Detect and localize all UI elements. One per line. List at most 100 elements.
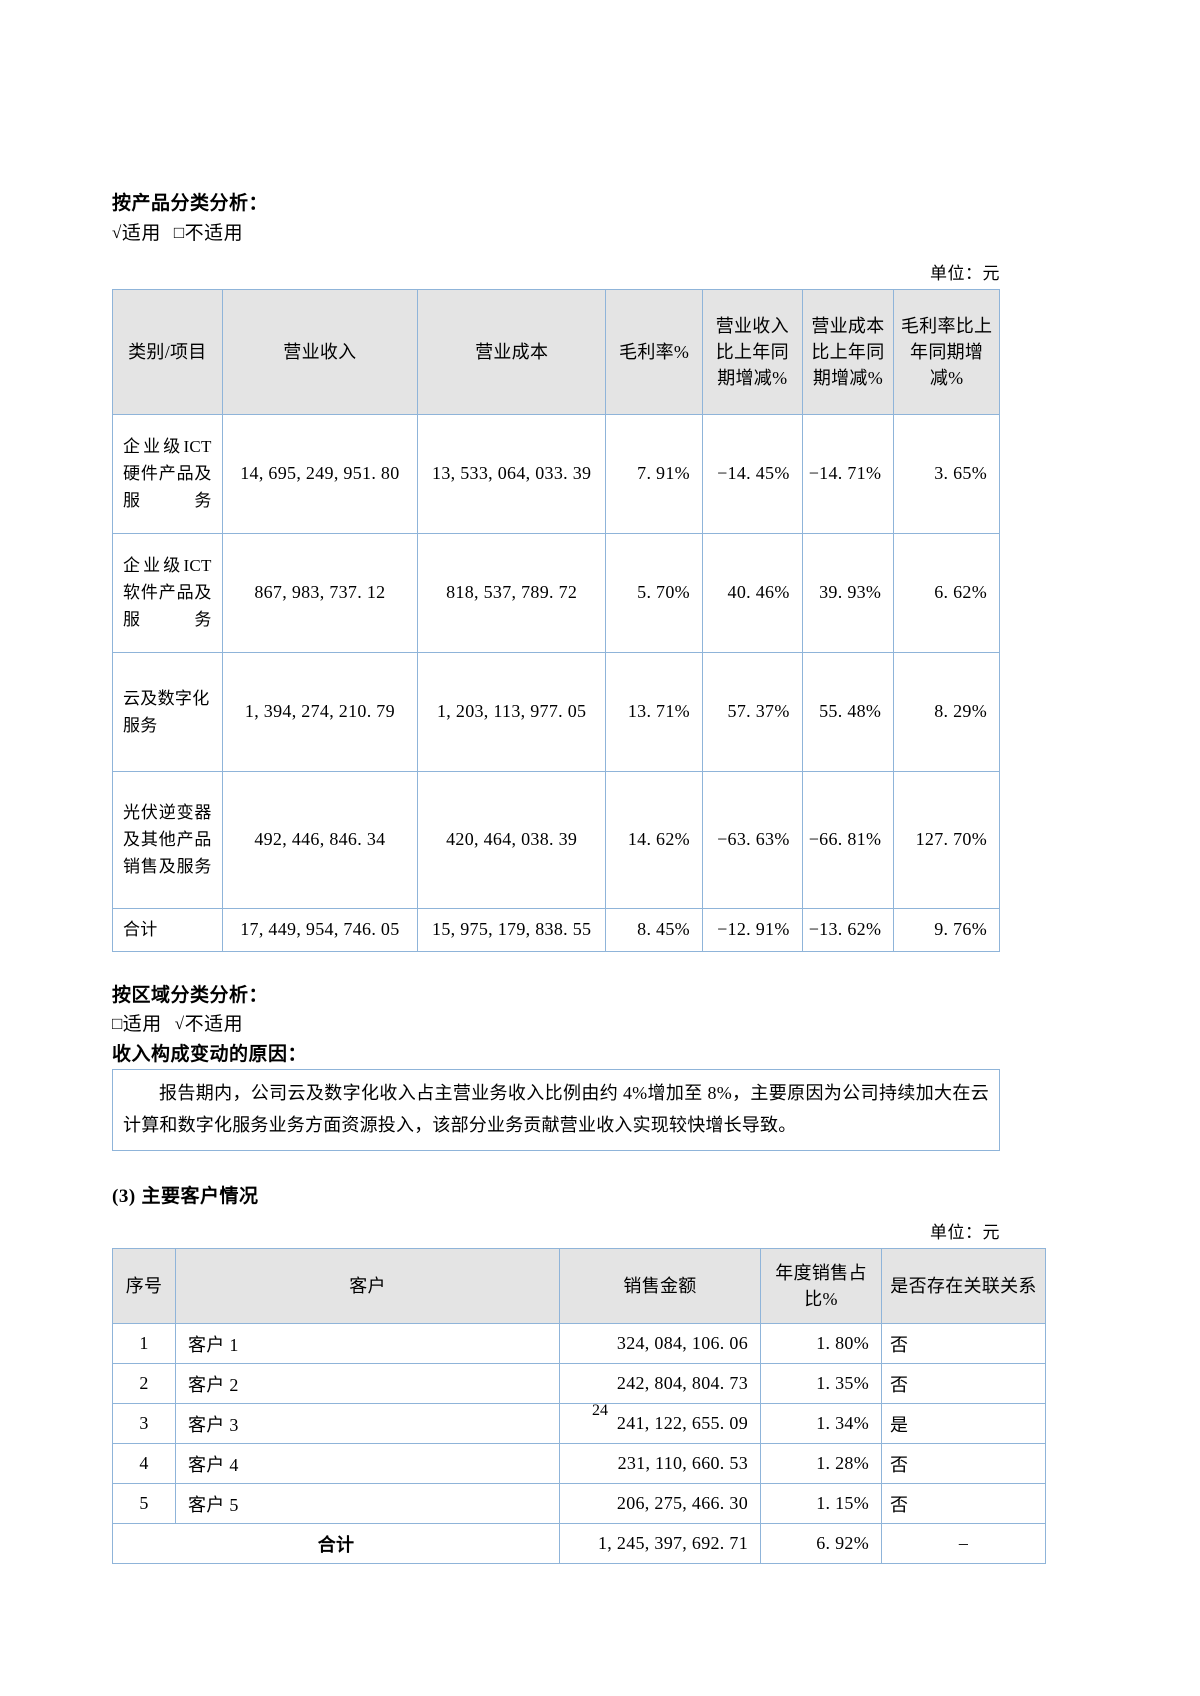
table-header-row: 序号 客户 销售金额 年度销售占比% 是否存在关联关系 [112, 1248, 1046, 1325]
cell-customer: 客户 2 [175, 1363, 560, 1405]
cell-revenue-yoy: −63. 63% [701, 770, 803, 909]
applicable-label: 适用 [121, 222, 161, 244]
table-row: 光伏逆变器及其他产品销售及服务 492, 446, 846. 34 420, 4… [112, 770, 1000, 909]
cell-margin-yoy: 6. 62% [893, 532, 1000, 653]
col-header-revenue-yoy: 营业收入比上年同期增减% [701, 288, 803, 415]
cell-seq: 4 [112, 1443, 176, 1485]
cell-revenue: 492, 446, 846. 34 [221, 770, 419, 909]
not-applicable-checkbox-checked: √ [174, 1014, 185, 1034]
cell-cost-total: 15, 975, 179, 838. 55 [417, 907, 607, 952]
cell-seq: 5 [112, 1483, 176, 1525]
table-row: 1 客户 1 324, 084, 106. 06 1. 80% 否 [112, 1323, 1046, 1365]
cell-cost: 1, 203, 113, 977. 05 [417, 651, 607, 772]
table-row: 云及数字化服务 1, 394, 274, 210. 79 1, 203, 113… [112, 651, 1000, 772]
product-table-unit-label: 单位：元 [930, 263, 1000, 283]
cell-revenue-total: 17, 449, 954, 746. 05 [221, 907, 419, 952]
cell-margin-yoy: 127. 70% [893, 770, 1000, 909]
cell-ratio: 1. 35% [760, 1363, 882, 1405]
cell-amount: 324, 084, 106. 06 [559, 1323, 761, 1365]
cell-margin-yoy-total: 9. 76% [893, 907, 1000, 952]
cell-customer: 客户 4 [175, 1443, 560, 1485]
col-header-customer: 客户 [175, 1248, 560, 1325]
applicable-checkbox-empty: □ [112, 1014, 123, 1034]
major-customers-heading-text: 主要客户情况 [141, 1186, 259, 1208]
cell-customer: 客户 5 [175, 1483, 560, 1525]
cell-revenue: 867, 983, 737. 12 [221, 532, 419, 653]
cell-ratio-total: 6. 92% [760, 1523, 882, 1565]
major-customers-table: 序号 客户 销售金额 年度销售占比% 是否存在关联关系 1 客户 1 324, … [112, 1248, 1046, 1565]
not-applicable-label: 不适用 [184, 222, 244, 244]
cell-seq: 2 [112, 1363, 176, 1405]
col-header-category: 类别/项目 [112, 288, 223, 415]
cell-revenue-yoy: 40. 46% [701, 532, 803, 653]
table-row: 5 客户 5 206, 275, 466. 30 1. 15% 否 [112, 1483, 1046, 1525]
cell-category: 光伏逆变器及其他产品销售及服务 [112, 770, 223, 909]
not-applicable-label: 不适用 [184, 1014, 244, 1036]
region-applicability-line: □适用 √不适用 [112, 1010, 1000, 1040]
applicable-label: 适用 [122, 1014, 162, 1036]
table-row: 3 客户 3 241, 122, 655. 09 1. 34% 是 [112, 1403, 1046, 1445]
customer-table-unit-label: 单位：元 [930, 1223, 1000, 1243]
table-total-row: 合计 17, 449, 954, 746. 05 15, 975, 179, 8… [112, 907, 1000, 952]
page-content: 按产品分类分析： √适用 □不适用 单位：元 类别/项目 营业收入 营业成本 毛利… [112, 0, 1046, 1565]
cell-related: 否 [881, 1363, 1046, 1405]
cell-category: 企业级ICT软件产品及服务 [112, 532, 223, 653]
page-number: 24 [592, 1402, 608, 1419]
major-customers-heading-seq: (3) [112, 1186, 136, 1208]
cell-customer: 客户 1 [175, 1323, 560, 1365]
cell-revenue: 14, 695, 249, 951. 80 [221, 413, 419, 534]
product-applicability-line: √适用 □不适用 [112, 219, 1000, 249]
table-total-row: 合计 1, 245, 397, 692. 71 6. 92% – [112, 1523, 1046, 1565]
cell-revenue-yoy-total: −12. 91% [701, 907, 803, 952]
col-header-cost-yoy: 营业成本比上年同期增减% [801, 288, 895, 415]
cell-margin-yoy: 8. 29% [893, 651, 1000, 772]
table-row: 企业级ICT软件产品及服务 867, 983, 737. 12 818, 537… [112, 532, 1000, 653]
major-customers-heading: (3) 主要客户情况 [112, 1181, 1000, 1208]
col-header-amount: 销售金额 [559, 1248, 761, 1325]
cell-gross-margin: 5. 70% [605, 532, 703, 653]
cell-gross-margin: 13. 71% [605, 651, 703, 772]
cell-gross-margin: 7. 91% [605, 413, 703, 534]
col-header-related: 是否存在关联关系 [881, 1248, 1046, 1325]
cell-revenue: 1, 394, 274, 210. 79 [221, 651, 419, 772]
cell-cost-yoy: 39. 93% [801, 532, 895, 653]
product-analysis-heading: 按产品分类分析： [112, 193, 269, 214]
cell-cost: 420, 464, 038. 39 [417, 770, 607, 909]
cell-cost-yoy: −14. 71% [801, 413, 895, 534]
product-revenue-table: 类别/项目 营业收入 营业成本 毛利率% 营业收入比上年同期增减% 营业成本比上… [112, 288, 1000, 952]
not-applicable-checkbox-empty: □ [173, 222, 185, 242]
cell-ratio: 1. 28% [760, 1443, 882, 1485]
cell-related: 是 [881, 1403, 1046, 1445]
revenue-change-reason-heading: 收入构成变动的原因： [112, 1043, 308, 1065]
cell-amount: 242, 804, 804. 73 [559, 1363, 761, 1405]
col-header-revenue: 营业收入 [221, 288, 419, 415]
cell-category: 云及数字化服务 [112, 651, 223, 772]
cell-seq: 1 [112, 1323, 176, 1365]
revenue-change-reason-box: 报告期内，公司云及数字化收入占主营业务收入比例由约 4%增加至 8%，主要原因为… [112, 1069, 1000, 1152]
cell-total-label: 合计 [112, 1523, 560, 1565]
table-header-row: 类别/项目 营业收入 营业成本 毛利率% 营业收入比上年同期增减% 营业成本比上… [112, 288, 1000, 415]
cell-amount: 231, 110, 660. 53 [559, 1443, 761, 1485]
revenue-change-reason-text: 报告期内，公司云及数字化收入占主营业务收入比例由约 4%增加至 8%，主要原因为… [123, 1083, 989, 1135]
applicable-checkbox-checked: √ [112, 222, 122, 242]
col-header-gross-margin: 毛利率% [605, 288, 703, 415]
region-analysis-heading: 按区域分类分析： [112, 984, 269, 1006]
cell-cost-yoy: −66. 81% [801, 770, 895, 909]
cell-amount: 241, 122, 655. 09 [559, 1403, 761, 1445]
cell-related-total: – [881, 1523, 1046, 1565]
col-header-ratio: 年度销售占比% [760, 1248, 882, 1325]
table-row: 2 客户 2 242, 804, 804. 73 1. 35% 否 [112, 1363, 1046, 1405]
col-header-seq: 序号 [112, 1248, 176, 1325]
cell-related: 否 [881, 1323, 1046, 1365]
cell-related: 否 [881, 1483, 1046, 1525]
cell-ratio: 1. 15% [760, 1483, 882, 1525]
cell-gross-margin: 14. 62% [605, 770, 703, 909]
cell-category-total: 合计 [112, 907, 223, 952]
cell-revenue-yoy: 57. 37% [701, 651, 803, 772]
cell-cost: 13, 533, 064, 033. 39 [417, 413, 607, 534]
cell-margin-yoy: 3. 65% [893, 413, 1000, 534]
cell-amount: 206, 275, 466. 30 [559, 1483, 761, 1525]
cell-cost-yoy: 55. 48% [801, 651, 895, 772]
table-row: 4 客户 4 231, 110, 660. 53 1. 28% 否 [112, 1443, 1046, 1485]
